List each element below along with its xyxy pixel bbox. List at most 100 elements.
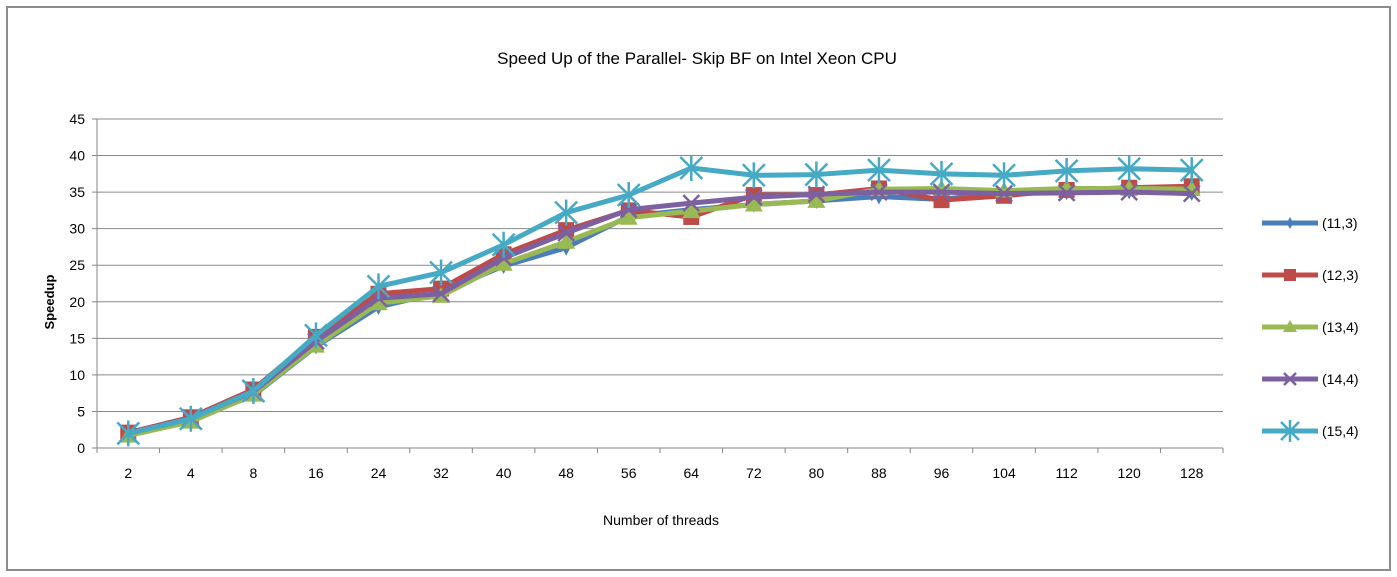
data-point [1284, 269, 1296, 281]
series-1 [120, 178, 1200, 441]
x-tick-label: 32 [433, 465, 449, 481]
data-point [494, 254, 513, 271]
data-point [494, 249, 513, 267]
y-tick-label: 30 [69, 221, 85, 237]
x-tick-label: 16 [308, 465, 324, 481]
y-tick-label: 45 [69, 111, 85, 127]
data-point [116, 420, 141, 447]
data-point [741, 162, 766, 189]
data-point [682, 194, 701, 212]
x-tick-label: 72 [746, 465, 762, 481]
x-tick-label: 48 [558, 465, 574, 481]
legend-label: (11,3) [1322, 215, 1358, 231]
y-tick-label: 10 [69, 367, 85, 383]
x-tick-label: 56 [621, 465, 637, 481]
data-point [1057, 183, 1076, 202]
y-tick-label: 15 [69, 330, 85, 346]
x-tick-label: 80 [809, 465, 825, 481]
data-point [491, 231, 516, 258]
data-point [241, 377, 266, 404]
data-point [429, 259, 453, 286]
x-tick-label: 24 [371, 465, 387, 481]
y-tick-labels: 0 5 10 15 20 25 30 35 40 45 [69, 111, 85, 456]
data-point [557, 224, 576, 242]
x-tick-label: 128 [1180, 465, 1204, 481]
data-point [1120, 183, 1139, 201]
series-0 [123, 183, 1197, 443]
legend-item: (11,3) [1262, 215, 1358, 231]
data-point [929, 160, 954, 187]
data-point [807, 191, 826, 208]
data-point [1283, 372, 1297, 386]
legend-label: (12,3) [1322, 267, 1359, 283]
data-point [870, 183, 888, 201]
data-point [807, 185, 826, 204]
data-point [616, 182, 641, 209]
data-point [804, 161, 829, 188]
data-point [557, 232, 576, 249]
x-tick-label: 4 [187, 465, 195, 481]
data-point [1117, 155, 1142, 182]
legend-item: (15,4) [1262, 420, 1359, 442]
data-point [682, 202, 701, 219]
series-line [125, 185, 1195, 439]
data-point [932, 183, 951, 201]
data-point [304, 322, 328, 349]
chart-frame [6, 6, 1391, 571]
series-line [125, 189, 1195, 436]
legend-item: (14,4) [1262, 371, 1359, 387]
y-tick-label: 20 [69, 294, 85, 310]
series-lines [116, 154, 1204, 447]
x-tick-label: 40 [496, 465, 512, 481]
x-tick-label: 2 [124, 465, 132, 481]
data-point [1179, 157, 1204, 184]
data-point [995, 184, 1013, 203]
gridlines [92, 118, 1224, 453]
chart-title: Speed Up of the Parallel- Skip BF on Int… [497, 49, 897, 68]
legend-label: (14,4) [1322, 371, 1359, 387]
x-tick-label: 64 [683, 465, 699, 481]
legend-label: (13,4) [1322, 319, 1359, 335]
x-tick-label: 112 [1055, 465, 1078, 481]
y-axis-title: Speedup [42, 274, 57, 329]
y-tick-label: 35 [69, 184, 85, 200]
data-point [744, 195, 763, 212]
x-tick-label: 104 [992, 465, 1016, 481]
legend: (11,3) (12,3) (13,4) (14,4) (15,4) [1262, 215, 1359, 442]
x-tick-label: 8 [249, 465, 257, 481]
x-tick-label: 120 [1117, 465, 1141, 481]
y-tick-label: 25 [69, 257, 85, 273]
data-point [1286, 217, 1294, 229]
data-point [366, 273, 391, 300]
data-point [867, 157, 891, 184]
legend-item: (12,3) [1262, 267, 1359, 283]
legend-item: (13,4) [1262, 319, 1359, 335]
series-line [125, 183, 1195, 436]
data-point [432, 284, 450, 303]
y-tick-label: 40 [69, 148, 85, 164]
series-2 [119, 179, 1201, 443]
data-point [178, 405, 203, 432]
data-point [679, 154, 704, 181]
data-point [992, 162, 1016, 189]
x-tick-label: 96 [934, 465, 950, 481]
data-point [619, 200, 638, 219]
legend-label: (15,4) [1322, 423, 1359, 439]
data-point [369, 294, 388, 311]
y-tick-label: 0 [77, 440, 85, 456]
x-tick-label: 88 [871, 465, 887, 481]
y-tick-label: 5 [77, 403, 85, 419]
data-point [1283, 320, 1297, 332]
x-axis-title: Number of threads [603, 512, 719, 528]
x-tick-labels: 2 4 8 16 24 32 40 48 56 64 72 80 88 96 104 112 120 128 [124, 465, 1203, 481]
data-point [1054, 157, 1079, 184]
data-point [1280, 420, 1300, 442]
series-4 [116, 154, 1204, 447]
series-line [125, 188, 1195, 437]
data-point [554, 199, 579, 226]
data-point [744, 188, 763, 207]
data-point [619, 208, 638, 225]
data-point [1182, 184, 1201, 203]
series-3 [119, 183, 1201, 443]
